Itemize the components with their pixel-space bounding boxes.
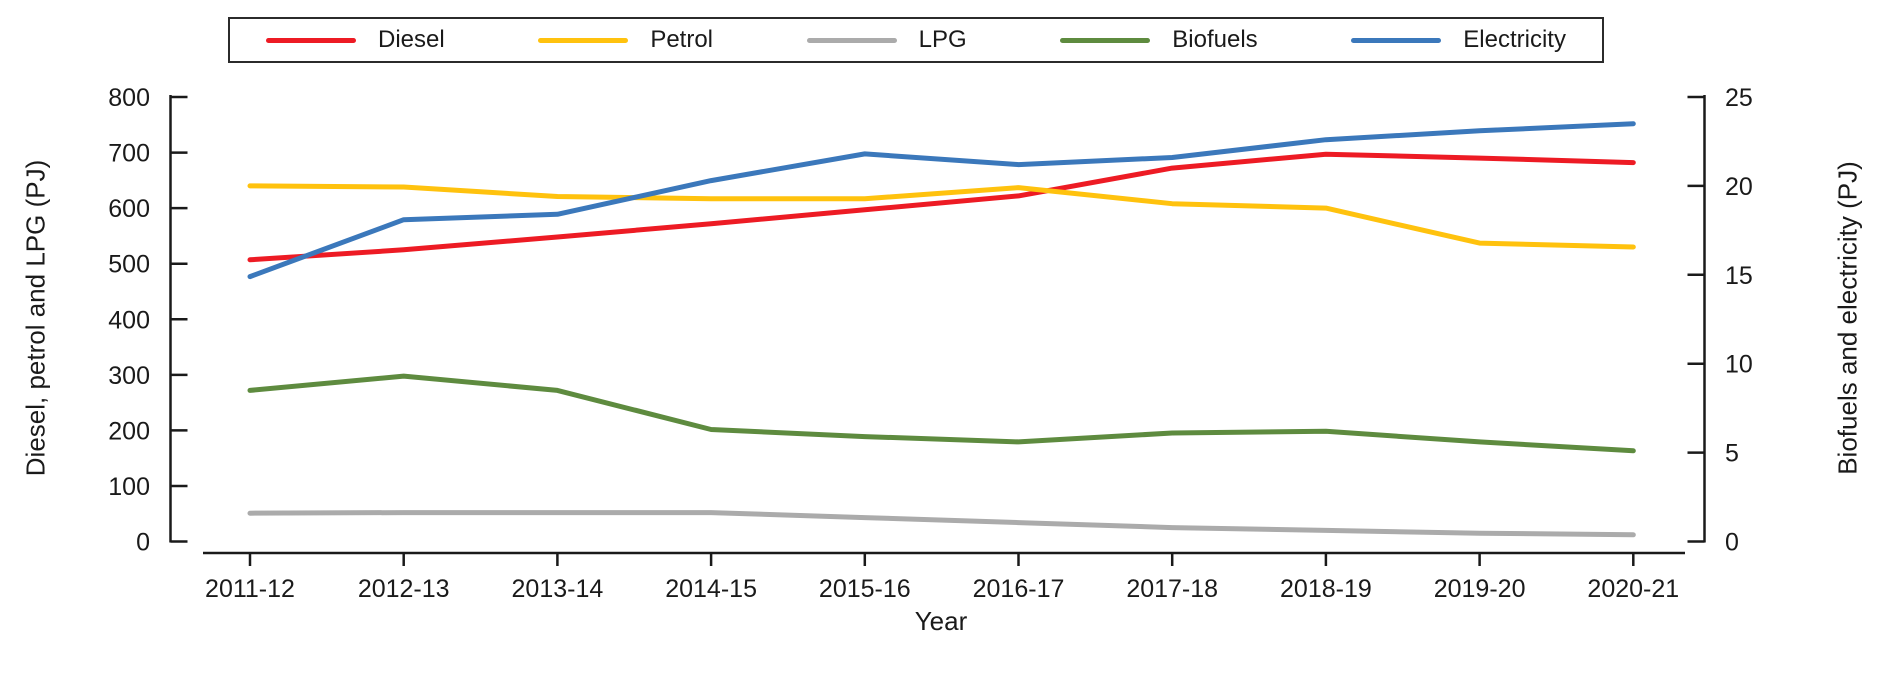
left-tick-label: 700 bbox=[108, 140, 150, 168]
x-tick-label: 2015-16 bbox=[819, 575, 911, 603]
series-line-electricity bbox=[247, 121, 1636, 280]
x-tick-label: 2018-19 bbox=[1280, 575, 1372, 603]
legend-item-biofuels: Biofuels bbox=[1060, 26, 1258, 53]
legend-label-lpg: LPG bbox=[918, 26, 967, 53]
petrol-line-swatch bbox=[538, 37, 629, 43]
series-line-lpg bbox=[247, 510, 1636, 538]
x-axis-label: Year bbox=[914, 606, 968, 636]
lpg-line-swatch bbox=[806, 37, 897, 43]
legend-item-diesel: Diesel bbox=[266, 28, 445, 52]
right-tick-label: 20 bbox=[1725, 173, 1753, 201]
right-tick-label: 10 bbox=[1725, 351, 1753, 379]
biofuels-line-swatch bbox=[1060, 37, 1151, 43]
left-tick-label: 600 bbox=[108, 195, 150, 223]
legend-item-electricity: Electricity bbox=[1351, 28, 1566, 52]
electricity-line-swatch bbox=[1351, 37, 1442, 43]
left-tick-label: 200 bbox=[108, 417, 150, 445]
series-line-diesel bbox=[247, 151, 1636, 263]
left-tick-label: 800 bbox=[108, 84, 150, 112]
right-tick-label: 15 bbox=[1725, 262, 1753, 290]
right-tick-label: 5 bbox=[1725, 440, 1739, 468]
series-line-petrol bbox=[247, 183, 1636, 250]
series-line-biofuels bbox=[247, 373, 1636, 454]
left-tick-label: 300 bbox=[108, 362, 150, 390]
y-axis-label-right: Biofuels and electricity (PJ) bbox=[1832, 161, 1863, 475]
right-tick-label: 25 bbox=[1725, 84, 1753, 112]
diesel-line-swatch bbox=[266, 37, 356, 43]
left-tick-label: 400 bbox=[108, 306, 150, 334]
y-axis-label-left: Diesel, petrol and LPG (PJ) bbox=[20, 159, 51, 477]
legend-label-petrol: Petrol bbox=[650, 26, 714, 53]
legend-label-electricity: Electricity bbox=[1463, 26, 1566, 53]
x-tick-label: 2014-15 bbox=[665, 575, 757, 603]
x-tick-label: 2016-17 bbox=[973, 575, 1065, 603]
x-tick-label: 2011-12 bbox=[205, 575, 295, 603]
x-tick-label: 2012-13 bbox=[358, 575, 450, 603]
x-tick-label: 2019-20 bbox=[1434, 575, 1526, 603]
x-tick-label: 2020-21 bbox=[1587, 575, 1679, 603]
legend-item-lpg: LPG bbox=[806, 26, 967, 53]
legend-label-diesel: Diesel bbox=[378, 26, 445, 53]
left-tick-label: 100 bbox=[108, 473, 150, 501]
left-tick-label: 500 bbox=[108, 251, 150, 279]
axes: 0 100 200 300 400 500 600 700 800 0 5 10 15 20 25 2011-… bbox=[108, 84, 1753, 603]
left-tick-label: 0 bbox=[136, 529, 150, 557]
legend-item-petrol: Petrol bbox=[538, 28, 713, 52]
legend-label-biofuels: Biofuels bbox=[1172, 26, 1258, 53]
x-tick-label: 2013-14 bbox=[512, 575, 604, 603]
series-lines bbox=[247, 121, 1636, 538]
legend: Diesel Petrol LPG Biofuels Electricity bbox=[228, 17, 1604, 63]
x-tick-label: 2017-18 bbox=[1126, 575, 1218, 603]
right-tick-label: 0 bbox=[1725, 529, 1739, 557]
